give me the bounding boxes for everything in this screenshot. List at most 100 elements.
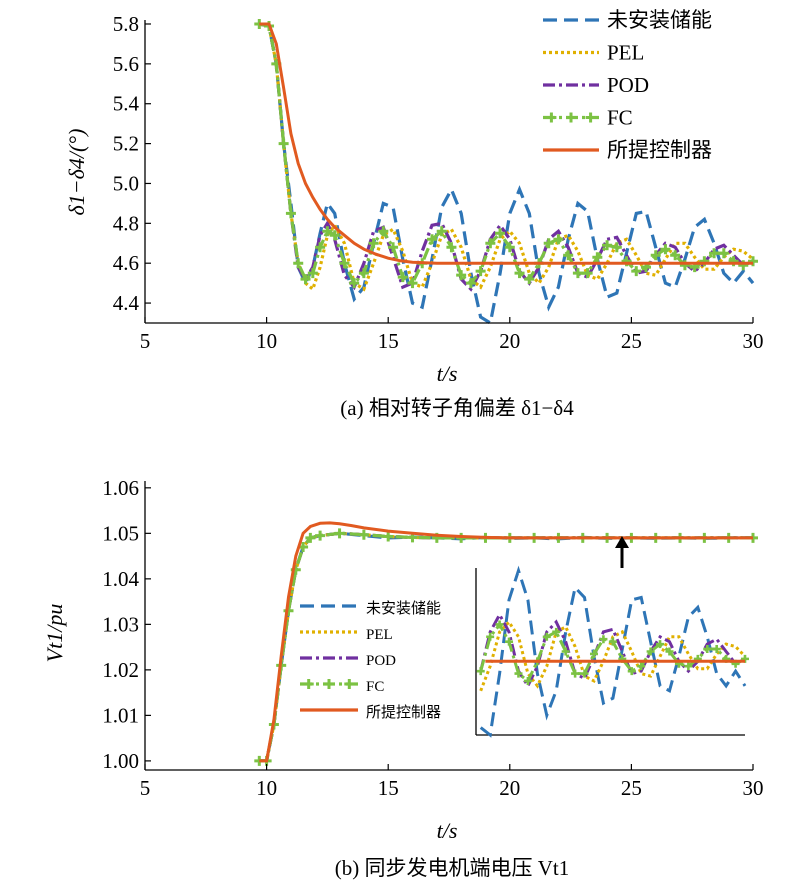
series-marker (300, 274, 311, 285)
zoom-arrow (615, 536, 629, 568)
series-marker (426, 234, 437, 245)
inset-marker (486, 632, 495, 641)
series-marker (378, 226, 389, 237)
y-tick-label: 5.4 (113, 92, 140, 116)
series-marker (329, 230, 340, 241)
series-marker (315, 242, 326, 253)
legend-label: FC (366, 679, 384, 695)
chart-b-inset (475, 565, 749, 738)
inset-marker (580, 669, 589, 678)
series-marker (660, 244, 671, 255)
y-tick-label: 1.01 (102, 703, 139, 727)
y-tick-label: 5.6 (113, 52, 139, 76)
y-tick-label: 1.06 (102, 476, 139, 500)
inset-marker (599, 635, 608, 644)
series-marker (368, 238, 379, 249)
series-marker (650, 250, 661, 261)
inset-marker (514, 669, 523, 678)
series-marker (592, 252, 603, 263)
chart-b: 5 10 15 20 25 301.001.011.021.031.041.051.06 … (42, 476, 764, 880)
series-line-1 (258, 22, 755, 292)
legend-label: 所提控制器 (607, 138, 712, 162)
chart-b-legend: 未安装储能 PEL POD FC 所提控制器 (300, 600, 441, 721)
series-marker (670, 250, 681, 261)
series-marker (602, 240, 613, 251)
series-marker (456, 270, 467, 281)
series-marker (709, 248, 720, 259)
series-line-0 (258, 22, 755, 326)
x-tick-label: 25 (621, 776, 642, 800)
legend-marker (585, 112, 596, 123)
chart-b-caption: (b) 同步发电机端电压 Vt1 (335, 856, 570, 880)
inset-marker (589, 649, 598, 658)
inset-marker (712, 645, 721, 654)
inset-marker (656, 640, 665, 649)
series-marker (293, 258, 304, 269)
chart-a-legend: 未安装储能 PEL POD FC 所提控制器 (543, 8, 712, 162)
y-tick-label: 1.02 (102, 658, 139, 682)
chart-a-caption: (a) 相对转子角偏差 δ1−δ4 (340, 396, 574, 420)
legend-label: 所提控制器 (366, 704, 441, 721)
inset-series-0 (479, 565, 747, 738)
series-marker (349, 278, 360, 289)
series-marker (358, 529, 369, 540)
inset-marker (542, 632, 551, 641)
series-marker (305, 532, 316, 543)
series-marker (322, 226, 333, 237)
y-tick-label: 4.4 (113, 291, 140, 315)
inset-marker (552, 627, 561, 636)
x-tick-label: 25 (621, 329, 642, 353)
legend-marker (303, 679, 314, 689)
x-tick-label: 5 (140, 329, 151, 353)
series-marker (339, 258, 350, 269)
series-marker (285, 208, 296, 219)
series-marker (563, 250, 574, 261)
series-marker (572, 268, 583, 279)
x-tick-label: 5 (140, 776, 151, 800)
series-line-4 (259, 521, 753, 763)
chart-a: 5 10 15 20 25 304.44.64.85.05.25.45.65.8 t/s … (64, 8, 764, 420)
series-marker (465, 278, 476, 289)
legend-label: 未安装储能 (607, 8, 712, 32)
series-marker (543, 238, 554, 249)
inset-marker (571, 669, 580, 678)
series-marker (407, 278, 418, 289)
legend-label: FC (607, 106, 633, 130)
legend-marker (546, 112, 557, 123)
series-line-4 (259, 22, 753, 265)
inset-marker (608, 637, 617, 646)
series-marker (446, 242, 457, 253)
legend-label: 未安装储能 (366, 600, 441, 617)
inset-marker (505, 637, 514, 646)
legend-marker (344, 679, 355, 689)
y-tick-label: 1.05 (102, 521, 139, 545)
series-marker (718, 248, 729, 259)
chart-b-ylabel: Vt1/pu (42, 604, 67, 663)
x-tick-label: 10 (256, 776, 277, 800)
series-marker (475, 266, 486, 277)
series-marker (436, 226, 447, 237)
y-tick-label: 1.00 (102, 749, 139, 773)
series-marker (495, 228, 506, 239)
series-marker (524, 274, 535, 285)
series-marker (334, 528, 345, 539)
y-tick-label: 5.0 (113, 171, 139, 195)
legend-label: POD (607, 73, 649, 97)
series-marker (485, 238, 496, 249)
inset-background (476, 568, 745, 735)
x-tick-label: 30 (743, 329, 764, 353)
chart-b-xlabel: t/s (437, 818, 458, 843)
inset-marker (523, 676, 532, 685)
series-marker (397, 272, 408, 283)
inset-marker (665, 647, 674, 656)
inset-marker (703, 645, 712, 654)
series-marker (514, 268, 525, 279)
inset-marker (476, 667, 485, 676)
legend-label: PEL (366, 627, 393, 643)
x-tick-label: 15 (378, 329, 399, 353)
inset-marker (637, 662, 646, 671)
y-tick-label: 5.2 (113, 132, 139, 156)
x-tick-label: 10 (256, 329, 277, 353)
x-tick-label: 20 (499, 776, 520, 800)
